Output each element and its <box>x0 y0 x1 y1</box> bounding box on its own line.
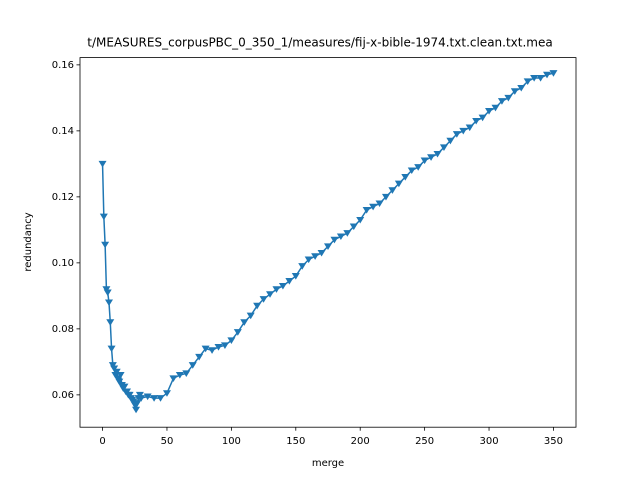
marker <box>106 319 115 326</box>
marker <box>104 299 113 307</box>
marker <box>101 241 110 249</box>
marker <box>427 154 436 161</box>
marker <box>433 150 442 158</box>
x-tick-label: 50 <box>161 436 174 447</box>
marker <box>240 319 249 326</box>
marker <box>349 223 358 231</box>
marker <box>150 395 159 402</box>
marker <box>407 167 416 175</box>
y-axis-label: redundancy <box>23 212 34 271</box>
marker <box>188 362 197 369</box>
marker <box>120 383 129 391</box>
y-tick-label: 0.10 <box>52 258 74 269</box>
x-tick-label: 100 <box>222 436 241 447</box>
marker <box>414 164 423 171</box>
marker <box>388 187 397 194</box>
marker <box>504 94 513 102</box>
y-tick-label: 0.08 <box>52 324 74 335</box>
marker <box>536 75 545 82</box>
marker <box>132 406 141 414</box>
marker <box>381 193 390 201</box>
marker <box>472 117 481 125</box>
marker <box>116 372 125 379</box>
marker <box>459 127 468 135</box>
marker <box>135 391 144 399</box>
marker <box>266 291 275 298</box>
marker <box>253 302 262 310</box>
marker <box>497 98 506 105</box>
x-tick-label: 300 <box>479 436 498 447</box>
marker <box>330 236 339 244</box>
x-tick-label: 150 <box>286 436 305 447</box>
marker <box>107 345 116 353</box>
marker <box>220 342 229 349</box>
x-tick-label: 250 <box>415 436 434 447</box>
marker <box>246 312 255 320</box>
marker <box>369 203 378 211</box>
marker <box>169 375 178 382</box>
marker <box>99 213 108 221</box>
marker <box>452 131 461 138</box>
marker <box>214 344 223 351</box>
marker <box>304 256 313 264</box>
marker <box>298 263 307 270</box>
marker <box>491 104 500 112</box>
marker <box>543 71 552 79</box>
marker <box>401 174 410 181</box>
marker <box>259 296 268 303</box>
marker <box>356 216 365 224</box>
plot-frame <box>79 57 577 428</box>
marker <box>478 114 487 122</box>
marker <box>125 391 134 399</box>
marker <box>517 84 526 92</box>
marker <box>291 273 300 280</box>
marker <box>311 253 320 260</box>
marker <box>375 200 384 208</box>
chart-title: t/MEASURES_corpusPBC_0_350_1/measures/fi… <box>87 36 552 50</box>
y-tick-label: 0.06 <box>52 390 74 401</box>
marker <box>530 75 539 82</box>
marker <box>208 347 217 354</box>
marker <box>394 180 403 188</box>
marker <box>485 108 494 115</box>
marker <box>317 249 326 257</box>
marker <box>549 70 558 77</box>
marker <box>510 88 519 95</box>
marker <box>195 353 204 361</box>
marker <box>137 395 146 402</box>
y-tick-label: 0.12 <box>52 192 74 203</box>
marker <box>465 124 474 132</box>
marker <box>343 230 352 237</box>
y-tick-label: 0.16 <box>52 60 74 71</box>
marker <box>98 160 107 168</box>
marker <box>227 337 236 345</box>
marker <box>324 243 332 250</box>
marker <box>103 289 112 297</box>
marker <box>446 137 455 145</box>
marker <box>420 157 429 165</box>
marker <box>182 370 191 378</box>
x-tick-label: 200 <box>351 436 370 447</box>
marker <box>362 207 371 214</box>
marker <box>233 329 242 336</box>
x-tick-label: 0 <box>99 436 105 447</box>
marker <box>201 345 210 353</box>
marker <box>272 286 281 293</box>
marker <box>285 278 294 285</box>
marker <box>439 144 448 151</box>
marker <box>336 233 345 241</box>
marker <box>162 390 171 397</box>
marker <box>278 282 287 290</box>
marker <box>175 372 184 379</box>
marker <box>523 78 532 85</box>
marker <box>156 395 165 402</box>
y-tick-label: 0.14 <box>52 126 74 137</box>
marker <box>133 400 142 407</box>
x-tick-label: 350 <box>544 436 563 447</box>
x-axis-label: merge <box>312 458 344 469</box>
marker <box>143 393 152 401</box>
